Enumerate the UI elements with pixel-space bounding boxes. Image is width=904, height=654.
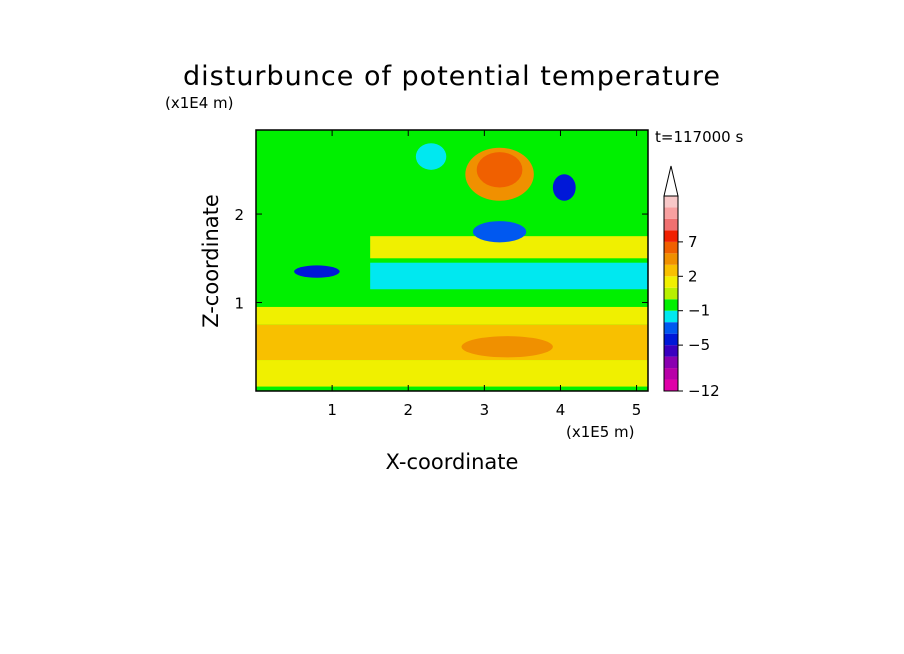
colorbar: −12−5−127	[663, 165, 720, 400]
colorbar-bin	[664, 276, 678, 288]
y-tick-label: 2	[234, 206, 244, 224]
x-tick-label: 2	[403, 401, 413, 419]
colorbar-bin	[664, 253, 678, 265]
x-axis-title: X-coordinate	[386, 450, 519, 474]
plot-frame	[255, 129, 649, 392]
x-tick-label: 4	[556, 401, 566, 419]
colorbar-bin	[664, 379, 678, 391]
colorbar-bin	[664, 299, 678, 311]
x-tick-label: 5	[632, 401, 642, 419]
x-tick-label: 3	[480, 401, 490, 419]
contour-fields	[256, 143, 648, 387]
y-axis: 12	[234, 206, 648, 313]
time-label: t=117000 s	[655, 128, 743, 146]
colorbar-extend-arrow	[663, 165, 679, 197]
contour-cell-10	[461, 336, 553, 358]
colorbar-label: 7	[688, 233, 698, 251]
colorbar-bin	[664, 264, 678, 277]
contour-cell-8	[552, 174, 576, 201]
contour-band-2	[256, 306, 648, 325]
colorbar-bin	[664, 287, 678, 300]
colorbar-bin	[664, 322, 678, 334]
contour-cell-6	[476, 152, 523, 188]
y-axis-title: Z-coordinate	[199, 194, 223, 328]
x-unit-label: (x1E5 m)	[566, 423, 635, 441]
colorbar-bin	[664, 218, 678, 231]
y-unit-label: (x1E4 m)	[165, 94, 234, 112]
x-tick-label: 1	[327, 401, 337, 419]
colorbar-bin	[664, 368, 678, 380]
x-axis: 1 2 3 4 5	[327, 130, 641, 419]
contour-cell-11	[415, 143, 447, 170]
colorbar-bin	[664, 345, 678, 357]
colorbar-label: −5	[688, 336, 710, 354]
colorbar-bin	[664, 230, 678, 242]
colorbar-bin	[664, 356, 678, 369]
contour-band-1	[256, 324, 648, 361]
colorbar-bin	[664, 310, 678, 323]
contour-band-3	[370, 262, 648, 290]
chart-title: disturbunce of potential temperature	[183, 61, 721, 92]
plot-area	[256, 130, 648, 391]
colorbar-bin	[664, 196, 678, 208]
colorbar-label: −12	[688, 382, 720, 400]
colorbar-label: 2	[688, 267, 698, 285]
colorbar-bin	[664, 241, 678, 254]
contour-band-4	[370, 236, 648, 259]
colorbar-label: −1	[688, 302, 710, 320]
contour-cell-9	[294, 265, 340, 278]
contour-band-0	[256, 360, 648, 387]
colorbar-bin	[664, 333, 678, 346]
contour-cell-7	[472, 221, 527, 243]
colorbar-bin	[664, 207, 678, 219]
y-tick-label: 1	[234, 295, 244, 313]
